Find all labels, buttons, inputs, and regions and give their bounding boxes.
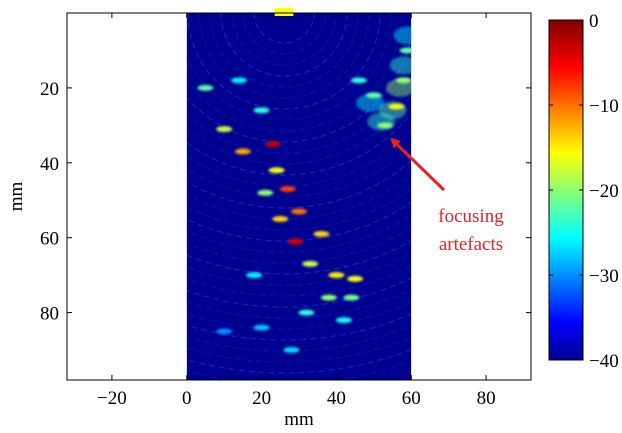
- reflector-point: [302, 260, 319, 267]
- x-tick-label: 80: [477, 388, 496, 409]
- speckle-arc: [186, 13, 403, 132]
- speckle-arc: [186, 112, 412, 176]
- artefact-glow: [386, 78, 412, 97]
- annotation-arrow: [390, 137, 446, 192]
- speckle-arc: [186, 187, 412, 231]
- y-tick-label: 60: [40, 229, 59, 250]
- reflector-point: [395, 77, 412, 84]
- speckle-arc: [186, 313, 412, 341]
- reflector-point: [272, 215, 289, 222]
- reflector-point: [246, 272, 263, 279]
- y-tick-label: 20: [40, 79, 59, 100]
- speckle-arc: [198, 13, 370, 99]
- speckle-arc: [209, 13, 359, 88]
- y-axis-ticks: 20 40 60 80: [40, 79, 531, 325]
- reflector-point: [264, 141, 281, 148]
- reflector-point: [268, 167, 285, 174]
- colorbar-tick-label: −40: [589, 351, 619, 372]
- y-tick-label: 80: [40, 304, 59, 325]
- artefact-glow: [356, 93, 385, 112]
- y-tick-label: 40: [40, 154, 59, 175]
- reflector-point: [343, 294, 360, 301]
- x-tick-label: 60: [402, 388, 421, 409]
- reflector-point: [377, 122, 394, 129]
- reflector-point: [298, 309, 315, 316]
- speckle-arc: [186, 348, 412, 374]
- reflector-point: [253, 324, 270, 331]
- colorbar-tick-label: −10: [589, 96, 619, 117]
- reflector-point: [231, 77, 248, 84]
- speckle-arc: [186, 13, 392, 121]
- reflector-point: [279, 186, 296, 193]
- reflector-point: [216, 328, 233, 335]
- ultrasound-image: [186, 13, 412, 380]
- colorbar-tick-label: 0: [589, 11, 599, 32]
- x-axis-label: mm: [284, 409, 314, 430]
- speckle-arc: [186, 214, 412, 253]
- reflector-marks: [197, 47, 412, 354]
- speckle-arc: [231, 13, 337, 66]
- reflector-point: [216, 126, 233, 133]
- colorbar-tick-label: −30: [589, 266, 619, 287]
- speckle-arc: [253, 13, 315, 44]
- reflector-point: [335, 317, 352, 324]
- speckle-arc: [187, 13, 381, 110]
- speckle-arc: [186, 129, 412, 187]
- x-axis-ticks: −20 0 20 40 60 80: [97, 13, 496, 409]
- x-tick-label: 20: [252, 388, 271, 409]
- transducer-marker: [274, 8, 294, 16]
- reflector-point: [257, 189, 274, 196]
- annotation-text-line-1: focusing: [438, 206, 504, 227]
- reflector-point: [234, 148, 251, 155]
- speckle-arc: [242, 13, 326, 55]
- speckle-arc: [186, 227, 412, 264]
- reflector-point: [291, 208, 307, 215]
- x-tick-label: 0: [182, 388, 192, 409]
- reflector-point: [253, 107, 270, 114]
- reflector-point: [283, 347, 300, 354]
- x-tick-label: −20: [97, 388, 127, 409]
- speckle-arc: [186, 277, 412, 308]
- colorbar: [548, 19, 584, 361]
- annotation-text-line-2: artefacts: [439, 234, 503, 255]
- reflector-point: [313, 230, 330, 237]
- plot-border: [66, 12, 532, 381]
- colorbar-tick-label: −20: [589, 181, 619, 202]
- reflector-point: [287, 238, 304, 245]
- speckle-arc: [186, 69, 412, 154]
- reflector-point: [399, 47, 412, 54]
- reflector-point: [365, 92, 382, 99]
- reflector-point: [350, 77, 367, 84]
- reflector-point: [197, 84, 214, 91]
- artefact-glow: [389, 56, 412, 75]
- reflector-point: [347, 275, 364, 282]
- reflector-point: [388, 103, 405, 110]
- colorbar-ticks: 0 −10 −20 −30 −40: [549, 11, 619, 372]
- reflector-point: [320, 294, 337, 301]
- y-axis-label: mm: [6, 182, 27, 212]
- speckle-arc: [186, 264, 412, 297]
- reflector-point: [328, 272, 345, 279]
- x-tick-label: 40: [327, 388, 346, 409]
- artefact-glow: [393, 26, 412, 45]
